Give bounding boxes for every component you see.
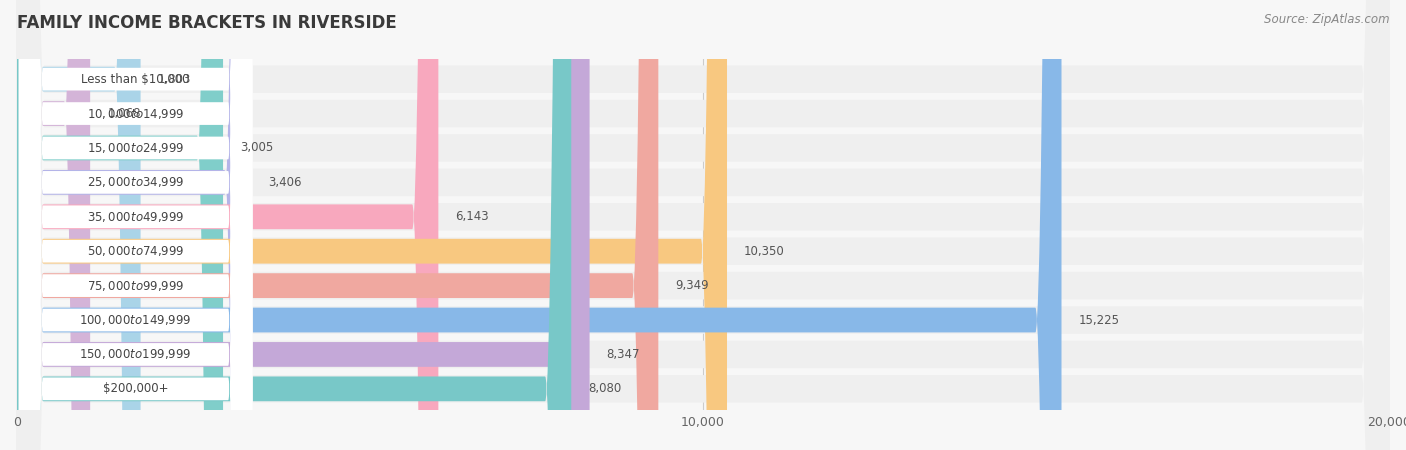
FancyBboxPatch shape (17, 0, 1389, 450)
FancyBboxPatch shape (17, 0, 1389, 450)
Text: 9,349: 9,349 (675, 279, 709, 292)
FancyBboxPatch shape (17, 0, 1062, 450)
FancyBboxPatch shape (17, 0, 1389, 450)
FancyBboxPatch shape (18, 0, 252, 450)
FancyBboxPatch shape (17, 0, 1389, 450)
FancyBboxPatch shape (18, 0, 252, 450)
FancyBboxPatch shape (18, 0, 252, 450)
Text: 10,350: 10,350 (744, 245, 785, 258)
FancyBboxPatch shape (17, 0, 727, 450)
Text: 6,143: 6,143 (456, 210, 489, 223)
FancyBboxPatch shape (17, 0, 658, 450)
Text: $25,000 to $34,999: $25,000 to $34,999 (87, 176, 184, 189)
FancyBboxPatch shape (18, 0, 252, 450)
Text: 1,068: 1,068 (107, 107, 141, 120)
FancyBboxPatch shape (18, 0, 252, 450)
Text: 8,080: 8,080 (589, 382, 621, 396)
FancyBboxPatch shape (17, 0, 1389, 450)
FancyBboxPatch shape (18, 0, 252, 450)
Text: $75,000 to $99,999: $75,000 to $99,999 (87, 279, 184, 292)
Text: 1,803: 1,803 (157, 72, 191, 86)
Text: Less than $10,000: Less than $10,000 (82, 72, 190, 86)
FancyBboxPatch shape (17, 0, 1389, 450)
FancyBboxPatch shape (17, 0, 141, 450)
FancyBboxPatch shape (17, 0, 439, 450)
Text: $100,000 to $149,999: $100,000 to $149,999 (79, 313, 191, 327)
FancyBboxPatch shape (17, 0, 250, 450)
FancyBboxPatch shape (17, 0, 589, 450)
FancyBboxPatch shape (17, 0, 90, 450)
FancyBboxPatch shape (17, 0, 1389, 450)
FancyBboxPatch shape (17, 0, 1389, 450)
FancyBboxPatch shape (17, 0, 571, 450)
Text: 3,005: 3,005 (240, 141, 273, 154)
Text: 15,225: 15,225 (1078, 314, 1119, 327)
FancyBboxPatch shape (17, 0, 1389, 450)
Text: $200,000+: $200,000+ (103, 382, 169, 396)
Text: $10,000 to $14,999: $10,000 to $14,999 (87, 107, 184, 121)
FancyBboxPatch shape (18, 0, 252, 450)
FancyBboxPatch shape (17, 0, 224, 450)
Text: $150,000 to $199,999: $150,000 to $199,999 (79, 347, 191, 361)
Text: $50,000 to $74,999: $50,000 to $74,999 (87, 244, 184, 258)
Text: $15,000 to $24,999: $15,000 to $24,999 (87, 141, 184, 155)
FancyBboxPatch shape (18, 0, 252, 450)
Text: FAMILY INCOME BRACKETS IN RIVERSIDE: FAMILY INCOME BRACKETS IN RIVERSIDE (17, 14, 396, 32)
Text: $35,000 to $49,999: $35,000 to $49,999 (87, 210, 184, 224)
FancyBboxPatch shape (17, 0, 1389, 450)
FancyBboxPatch shape (18, 0, 252, 450)
Text: 3,406: 3,406 (267, 176, 301, 189)
FancyBboxPatch shape (18, 0, 252, 450)
Text: 8,347: 8,347 (607, 348, 640, 361)
Text: Source: ZipAtlas.com: Source: ZipAtlas.com (1264, 14, 1389, 27)
